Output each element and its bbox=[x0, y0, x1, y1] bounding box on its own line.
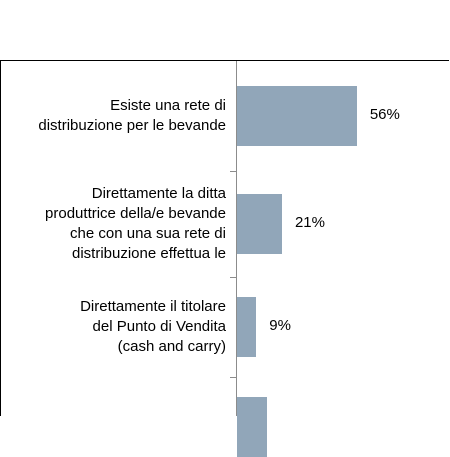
bar bbox=[237, 194, 282, 254]
category-axis bbox=[236, 61, 237, 416]
axis-tick bbox=[230, 377, 237, 378]
bar bbox=[237, 86, 357, 146]
bar bbox=[237, 397, 267, 457]
bar bbox=[237, 297, 257, 357]
chart-frame bbox=[0, 60, 449, 416]
axis-tick bbox=[230, 277, 237, 278]
value-label: 9% bbox=[269, 317, 291, 334]
value-label: 21% bbox=[294, 214, 325, 231]
axis-tick bbox=[230, 171, 237, 172]
value-label: 56% bbox=[369, 106, 400, 123]
category-label: Esiste una rete di distribuzione per le b… bbox=[38, 97, 226, 134]
category-label: Direttamente la ditta produttrice della/e… bbox=[45, 185, 226, 262]
category-label: Direttamente il titolare del Punto di Ven… bbox=[80, 298, 226, 355]
